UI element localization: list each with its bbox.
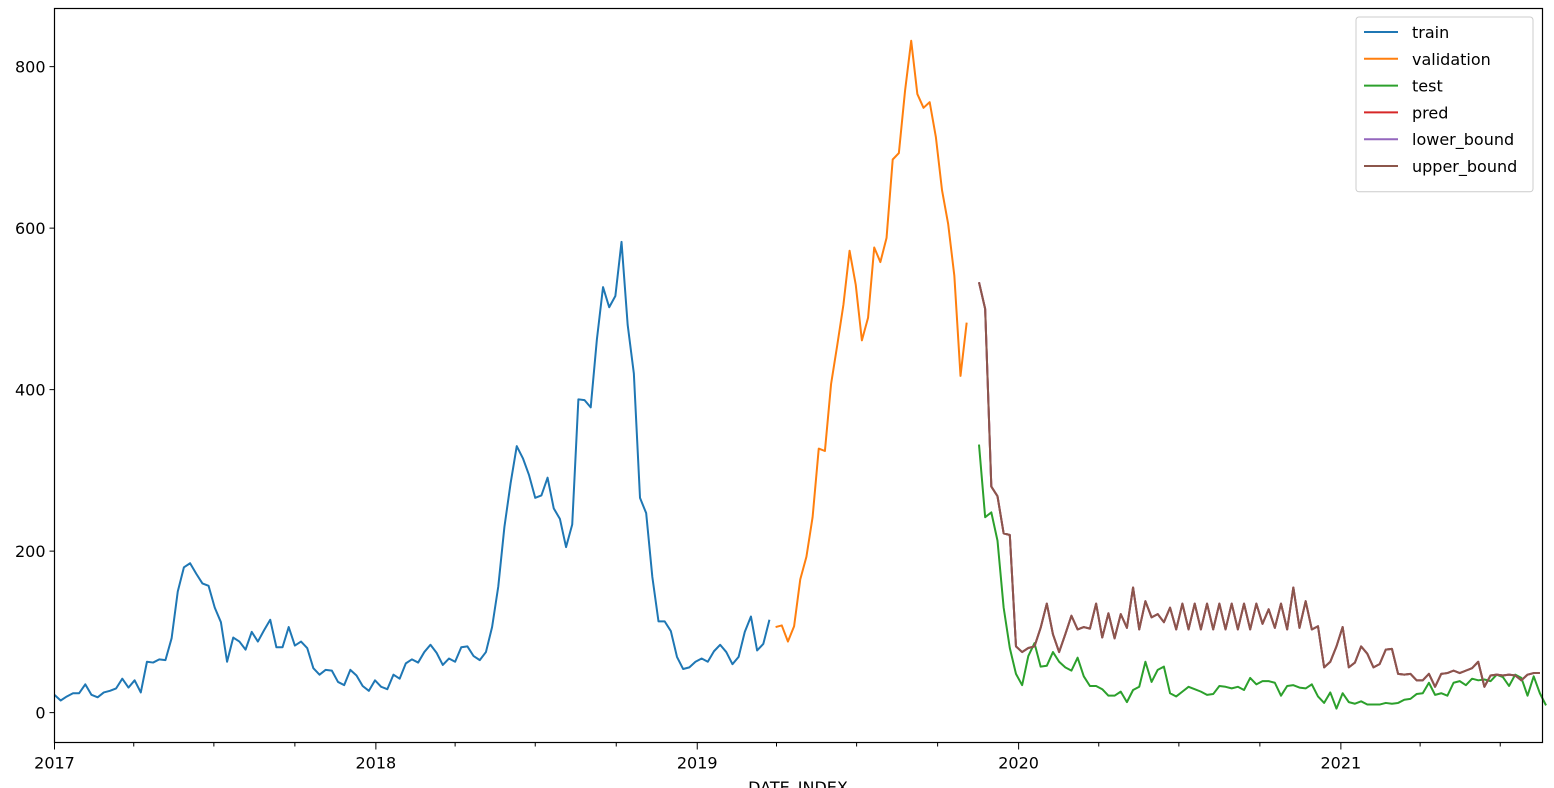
series-line-validation [775, 39, 968, 643]
legend-label-lower-bound: lower_bound [1412, 130, 1514, 150]
series-line-train [53, 240, 771, 702]
y-tick-label: 0 [35, 704, 45, 723]
legend-box [1355, 16, 1534, 193]
x-tick-label: 2020 [998, 754, 1039, 773]
x-axis-title: DATE_INDEX [748, 778, 848, 788]
y-tick-label: 200 [15, 542, 46, 561]
x-tick-label: 2021 [1321, 754, 1362, 773]
series-layer [53, 39, 1547, 710]
legend-label-pred: pred [1412, 103, 1448, 122]
y-tick-label: 400 [15, 381, 46, 400]
series-line-test [978, 444, 1547, 710]
series-line-upper-bound [978, 282, 1540, 688]
y-axis: 0 200 400 600 800 [15, 58, 55, 723]
x-axis: 2017 2018 2019 2020 2021 [34, 742, 1501, 773]
x-tick-label: 2017 [34, 754, 75, 773]
y-tick-label: 600 [15, 219, 46, 238]
plot-frame [53, 7, 1544, 744]
legend-label-validation: validation [1412, 50, 1491, 69]
y-tick-label: 800 [15, 58, 46, 77]
x-tick-label: 2019 [677, 754, 718, 773]
x-tick-label: 2018 [356, 754, 397, 773]
legend-label-train: train [1412, 23, 1449, 42]
legend: train validation test pred lower_bound upper_… [1355, 16, 1534, 193]
legend-label-upper-bound: upper_bound [1412, 157, 1517, 177]
legend-label-test: test [1412, 77, 1443, 96]
